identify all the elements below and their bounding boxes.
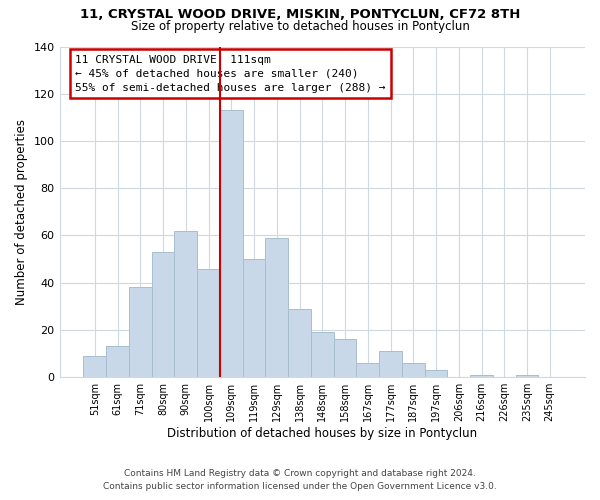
- Y-axis label: Number of detached properties: Number of detached properties: [15, 119, 28, 305]
- Text: Contains HM Land Registry data © Crown copyright and database right 2024.
Contai: Contains HM Land Registry data © Crown c…: [103, 470, 497, 491]
- Bar: [470, 375, 493, 377]
- Bar: [402, 363, 425, 377]
- Bar: [356, 363, 379, 377]
- Bar: [152, 252, 175, 377]
- Bar: [129, 288, 152, 377]
- Bar: [175, 231, 197, 377]
- Bar: [83, 356, 106, 377]
- Bar: [288, 308, 311, 377]
- Text: 11, CRYSTAL WOOD DRIVE, MISKIN, PONTYCLUN, CF72 8TH: 11, CRYSTAL WOOD DRIVE, MISKIN, PONTYCLU…: [80, 8, 520, 20]
- Bar: [220, 110, 242, 377]
- Text: Size of property relative to detached houses in Pontyclun: Size of property relative to detached ho…: [131, 20, 469, 33]
- Bar: [265, 238, 288, 377]
- Bar: [311, 332, 334, 377]
- Bar: [515, 375, 538, 377]
- Bar: [334, 340, 356, 377]
- Bar: [106, 346, 129, 377]
- Bar: [242, 259, 265, 377]
- X-axis label: Distribution of detached houses by size in Pontyclun: Distribution of detached houses by size …: [167, 427, 478, 440]
- Bar: [425, 370, 448, 377]
- Bar: [379, 351, 402, 377]
- Bar: [197, 268, 220, 377]
- Text: 11 CRYSTAL WOOD DRIVE: 111sqm
← 45% of detached houses are smaller (240)
55% of : 11 CRYSTAL WOOD DRIVE: 111sqm ← 45% of d…: [76, 55, 386, 93]
